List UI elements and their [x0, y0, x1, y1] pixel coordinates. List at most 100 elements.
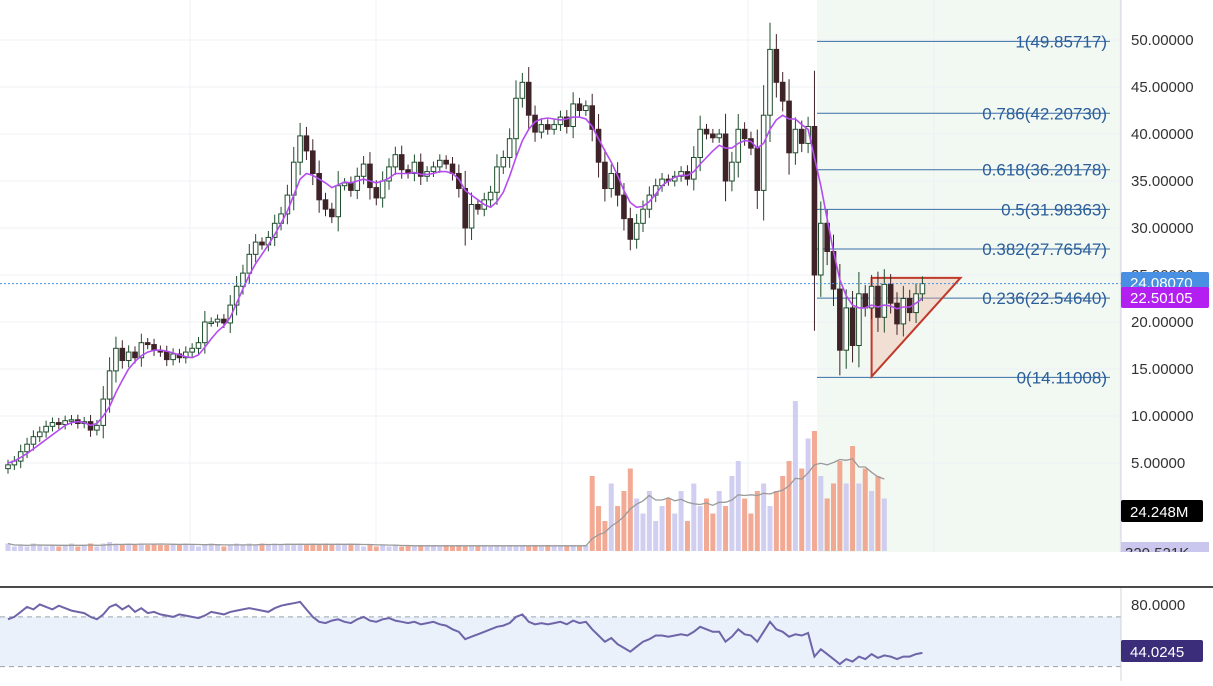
volume-bar	[418, 545, 424, 551]
volume-bar	[443, 545, 449, 551]
volume-bar	[481, 545, 487, 551]
candle-body	[500, 157, 507, 168]
volume-bar	[602, 521, 608, 551]
candle-body	[862, 293, 869, 309]
candle-body	[170, 353, 176, 361]
volume-bar	[361, 546, 367, 551]
volume-bar	[18, 545, 24, 551]
candle-body	[62, 420, 68, 425]
candle-body	[564, 116, 570, 127]
candle-body	[779, 81, 786, 102]
candle-body	[125, 351, 132, 362]
fib-levels[interactable]: 1(49.85717) 0.786(42.20730) 0.618(36.20178…	[817, 32, 1110, 387]
volume-bar	[672, 513, 678, 551]
volume-bar	[621, 491, 627, 551]
candle-body	[837, 288, 843, 351]
volume-bar	[411, 546, 417, 551]
price-tick-label: 35.00000	[1131, 173, 1194, 190]
candle-body	[767, 48, 773, 116]
volume-bar	[272, 543, 278, 551]
candle-body	[449, 163, 456, 174]
candle-body	[786, 100, 792, 154]
volume-bar	[456, 545, 462, 551]
candle-body	[329, 208, 335, 218]
moving-average-line	[7, 114, 923, 464]
candle-body	[195, 342, 202, 349]
price-axis[interactable]: 50.00000 45.00000 40.00000 35.00000 30.00000…	[1131, 32, 1194, 472]
fib-level-label: 0.618(36.20178)	[982, 161, 1107, 180]
volume-bar	[399, 546, 405, 551]
volume-bar	[234, 543, 240, 551]
volume-bar	[145, 545, 151, 551]
volume-bar	[640, 513, 646, 551]
candle-body	[49, 422, 56, 427]
volume-bar	[329, 545, 335, 551]
candle-body	[94, 424, 100, 431]
candle-body	[843, 307, 850, 351]
volume-bar	[119, 545, 125, 551]
volume-bar	[183, 543, 189, 551]
volume-bar	[316, 545, 322, 551]
volume-bar	[392, 545, 398, 551]
candle-body	[475, 204, 481, 210]
candle-body	[697, 128, 703, 159]
candle-body	[354, 175, 361, 191]
volume-bar	[837, 461, 843, 551]
candle-body	[335, 185, 341, 218]
candle-body	[691, 157, 697, 180]
candle-body	[875, 285, 881, 318]
candle-body	[557, 116, 564, 126]
volume-bar	[450, 546, 455, 551]
candle-body	[411, 161, 418, 174]
candle-body	[544, 124, 551, 130]
candle-body	[341, 182, 348, 187]
fib-level-label: 0.5(31.98363)	[1001, 200, 1107, 219]
volume-bar	[94, 546, 100, 551]
volume-bar	[469, 545, 475, 551]
volume-bar	[805, 438, 811, 551]
volume-bar	[386, 546, 392, 551]
volume-bar	[462, 546, 468, 551]
candle-body	[379, 180, 386, 199]
volume-bar	[126, 543, 132, 551]
candle-body	[614, 172, 621, 196]
triangle-pattern[interactable]	[870, 276, 963, 380]
candle-body	[183, 351, 189, 359]
candle-body	[811, 125, 818, 276]
volume-bar	[221, 546, 227, 551]
volume-bar	[494, 545, 500, 551]
candle-body	[595, 128, 602, 163]
candle-body	[792, 128, 799, 154]
candle-body	[240, 272, 246, 287]
rsi-line	[7, 600, 923, 666]
candle-body	[113, 347, 119, 372]
candle-body	[716, 133, 723, 139]
fib-level-label: 0(14.11008)	[1017, 368, 1107, 387]
candle-body	[506, 138, 513, 158]
volume-bar	[507, 545, 513, 551]
candle-body	[189, 347, 195, 353]
fib-level-label: 0.786(42.20730)	[982, 104, 1107, 123]
volume-bar	[56, 546, 62, 551]
volume-bar	[659, 506, 665, 551]
fib-level-label: 1(49.85717)	[1015, 32, 1107, 51]
volume-bar	[729, 476, 735, 551]
candle-body	[894, 302, 900, 325]
volume-bar	[310, 543, 316, 551]
candle-body	[678, 171, 684, 177]
volume-bar	[291, 545, 297, 551]
candle-body	[43, 425, 49, 433]
volume-bar	[780, 476, 786, 551]
candle-body	[373, 187, 380, 199]
volume-bar	[157, 545, 163, 551]
price-tick-label: 20.00000	[1131, 314, 1194, 331]
candle-body	[221, 318, 227, 324]
volume-bar	[596, 506, 602, 551]
volume-bar	[30, 543, 36, 551]
grid	[0, 0, 1121, 552]
candle-body	[881, 283, 888, 318]
candle-body	[246, 253, 253, 274]
candle-body	[36, 431, 43, 438]
